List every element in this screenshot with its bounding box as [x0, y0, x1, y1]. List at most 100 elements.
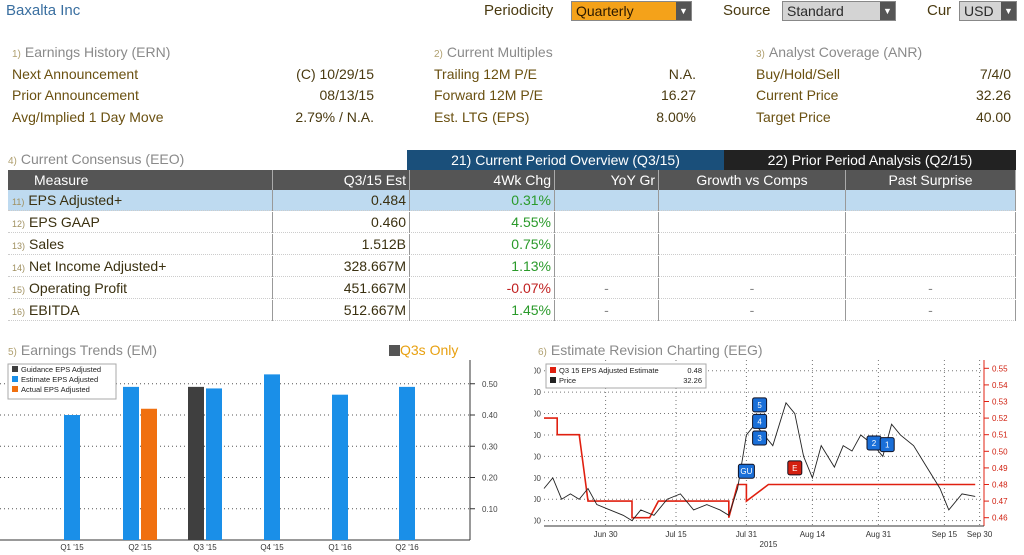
x-tick-label: Q1 '16 [328, 543, 352, 552]
multiples-value: 8.00% [656, 109, 696, 125]
x-tick-label: Q1 '15 [60, 543, 84, 552]
multiples-value: 16.27 [660, 87, 696, 103]
anr-section-title[interactable]: 3) Analyst Coverage (ANR) [756, 44, 922, 60]
currency-select[interactable]: USD ▼ [959, 1, 1017, 21]
measure-name[interactable]: EPS GAAP [29, 214, 100, 230]
est-cell: 0.460 [273, 212, 410, 233]
q3s-only-toggle[interactable]: Q3s Only [389, 342, 458, 358]
surprise-cell: - [846, 300, 1016, 321]
x-tick-label: Q4 '15 [260, 543, 284, 552]
growth-cell [659, 234, 846, 255]
legend-value: 0.48 [687, 366, 702, 375]
measure-name[interactable]: EPS Adjusted+ [28, 192, 123, 208]
column-header[interactable]: Growth vs Comps [659, 170, 846, 190]
ern-row: Next Announcement (C) 10/29/15 [12, 66, 374, 86]
event-marker: 4 [752, 413, 768, 429]
x-tick-label: Sep 30 [967, 530, 993, 539]
marker-label: 3 [757, 434, 762, 443]
ern-section-title[interactable]: 1) Earnings History (ERN) [12, 44, 170, 60]
x-tick-label: Sep 15 [932, 530, 958, 539]
source-value: Standard [787, 3, 844, 19]
trends-section-title[interactable]: 5) Earnings Trends (EM) [8, 342, 157, 358]
measure-name[interactable]: Operating Profit [29, 280, 128, 296]
chg-cell: -0.07% [410, 278, 555, 299]
multiples-section-number: 2) [434, 49, 443, 60]
ern-section-number: 1) [12, 49, 21, 60]
row-number: 16) [12, 307, 26, 317]
measure-name[interactable]: Sales [29, 236, 65, 252]
currency-value: USD [964, 3, 994, 19]
chg-cell: 4.55% [410, 212, 555, 233]
ern-row: Prior Announcement 08/13/15 [12, 87, 374, 107]
anr-value: 40.00 [975, 109, 1011, 125]
multiples-title-text: Current Multiples [446, 44, 553, 60]
column-header[interactable]: Q3/15 Est [273, 170, 410, 190]
legend-label: Estimate EPS Adjusted [21, 375, 98, 384]
row-number: 15) [12, 285, 26, 295]
y-left-tick-label: 38.00 [534, 431, 542, 440]
bar [206, 388, 222, 540]
multiples-row: Trailing 12M P/E N.A. [434, 66, 696, 86]
y-right-tick-label: 0.52 [992, 414, 1008, 423]
chg-cell: 0.31% [410, 190, 555, 211]
tab-prior-period[interactable]: 22) Prior Period Analysis (Q2/15) [724, 150, 1016, 170]
chevron-down-icon: ▼ [880, 2, 895, 20]
legend-swatch [550, 367, 556, 373]
column-header[interactable]: 4Wk Chg [410, 170, 555, 190]
marker-label: E [792, 464, 797, 473]
column-header[interactable]: YoY Gr [555, 170, 659, 190]
marker-label: 5 [757, 401, 762, 410]
periodicity-value: Quarterly [576, 3, 634, 19]
marker-label: GU [740, 467, 752, 476]
table-row[interactable]: 16) EBITDA 512.667M 1.45% - - - [8, 300, 1016, 321]
growth-cell: - [659, 278, 846, 299]
bar [141, 408, 157, 540]
y-tick-label: 0.50 [482, 380, 498, 389]
est-cell: 1.512B [273, 234, 410, 255]
table-row[interactable]: 11) EPS Adjusted+ 0.484 0.31% [8, 190, 1016, 211]
measure-name[interactable]: Net Income Adjusted+ [29, 258, 167, 274]
event-marker: 2 [866, 435, 882, 451]
periodicity-select[interactable]: Quarterly ▼ [571, 1, 692, 21]
surprise-cell: - [846, 278, 1016, 299]
consensus-title-text: Current Consensus (EEO) [20, 151, 185, 167]
yoy-cell [555, 190, 659, 211]
row-number: 13) [12, 241, 26, 251]
table-row[interactable]: 12) EPS GAAP 0.460 4.55% [8, 212, 1016, 233]
measure-name[interactable]: EBITDA [29, 302, 80, 318]
legend-label: Guidance EPS Adjusted [21, 365, 101, 374]
table-row[interactable]: 13) Sales 1.512B 0.75% [8, 234, 1016, 255]
legend-label: Price [559, 376, 576, 385]
measure-cell: 13) Sales [8, 234, 273, 255]
multiples-label: Forward 12M P/E [434, 87, 543, 103]
ern-label: Avg/Implied 1 Day Move [12, 109, 164, 125]
chg-cell: 1.45% [410, 300, 555, 321]
y-right-tick-label: 0.54 [992, 381, 1008, 390]
consensus-section-title[interactable]: 4) Current Consensus (EEO) [8, 151, 184, 167]
event-marker: 1 [879, 437, 895, 453]
x-tick-label: Q2 '16 [395, 543, 419, 552]
table-row[interactable]: 15) Operating Profit 451.667M -0.07% - - - [8, 278, 1016, 299]
column-header[interactable]: Past Surprise [846, 170, 1016, 190]
tab-current-period[interactable]: 21) Current Period Overview (Q3/15) [407, 150, 724, 170]
legend-label: Actual EPS Adjusted [21, 385, 90, 394]
table-row[interactable]: 14) Net Income Adjusted+ 328.667M 1.13% [8, 256, 1016, 277]
measure-cell: 11) EPS Adjusted+ [8, 190, 273, 211]
legend-box [545, 363, 707, 389]
marker-label: 2 [872, 439, 877, 448]
multiples-section-title[interactable]: 2) Current Multiples [434, 44, 553, 60]
bar [332, 394, 348, 540]
y-right-tick-label: 0.46 [992, 514, 1008, 523]
yoy-cell [555, 256, 659, 277]
column-header[interactable]: Measure [8, 170, 273, 190]
revision-section-title[interactable]: 6) Estimate Revision Charting (EEG) [538, 342, 763, 358]
source-select[interactable]: Standard ▼ [782, 1, 896, 21]
source-label: Source [723, 2, 771, 19]
est-cell: 512.667M [273, 300, 410, 321]
legend-swatch [12, 366, 18, 372]
multiples-label: Trailing 12M P/E [434, 66, 537, 82]
y-tick-label: 0.10 [482, 505, 498, 514]
est-cell: 451.667M [273, 278, 410, 299]
marker-box [752, 413, 768, 429]
trends-section-number: 5) [8, 347, 17, 358]
